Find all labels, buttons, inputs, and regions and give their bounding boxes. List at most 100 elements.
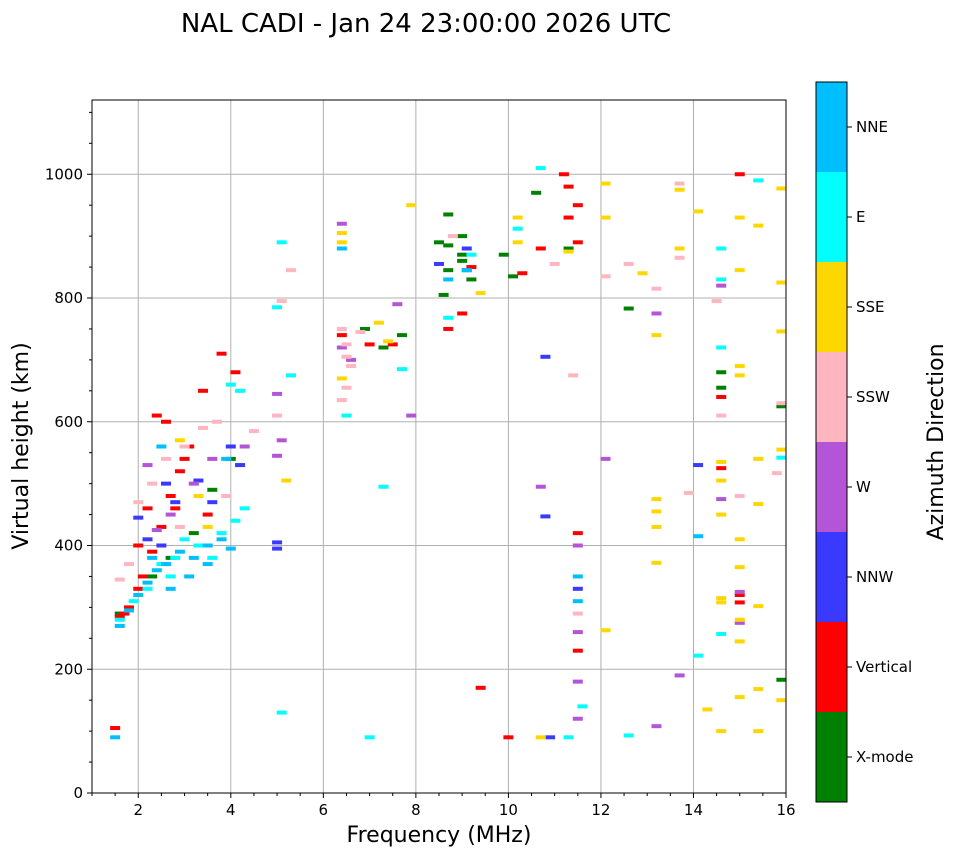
data-point-e [114,617,125,622]
data-point-sse [193,494,204,498]
y-axis-ticks: 0 200 400 600 800 1000 [45,111,92,802]
data-point-w [734,589,745,594]
data-point-vertical [216,351,227,356]
colorbar-segment [816,352,847,442]
data-point-vertical [133,586,144,591]
data-point-sse [716,729,727,734]
data-point-nnw [170,500,181,505]
data-point-w [535,484,546,489]
data-point-sse [651,524,662,529]
data-point-vertical [137,574,148,579]
data-point-vertical [161,419,172,424]
data-point-sse [563,249,574,254]
data-point-e [272,305,283,310]
data-point-vertical [387,342,398,347]
data-point-sse [651,497,662,502]
data-point-e [364,735,375,740]
data-point-sse [734,268,745,273]
data-point-nne [156,444,167,449]
data-point-e [716,345,727,350]
x-tick-label: 4 [226,801,236,819]
data-point-vertical [517,271,528,276]
data-point-sse [734,364,745,369]
data-point-ssw [600,274,611,279]
data-point-vertical [364,342,375,347]
data-point-vertical [165,494,176,498]
data-point-nne [225,546,236,551]
data-point-e [563,735,574,740]
data-point-ssw [336,398,347,403]
data-point-nne [133,593,144,597]
data-point-ssw [341,385,352,390]
data-point-ssw [776,401,787,406]
y-tick-label: 400 [54,537,83,555]
data-point-sse [674,246,685,251]
data-point-ssw [568,373,579,378]
data-point-w [272,453,283,458]
data-point-sse [651,560,662,565]
data-point-ssw [124,562,135,567]
data-point-e [623,733,634,738]
data-point-nne [114,623,125,628]
data-point-sse [512,215,523,220]
grid [92,100,787,794]
data-point-nne [188,555,199,560]
data-point-vertical [475,685,486,690]
data-point-ssw [447,234,458,239]
data-point-vertical [734,600,745,605]
colorbar-segment [816,712,847,802]
data-point-x-mode [776,677,787,682]
data-point-vertical [119,611,130,616]
data-point-nne [461,268,472,273]
data-point-x-mode [443,212,454,217]
data-point-w [572,543,583,548]
data-point-w [188,481,199,486]
data-point-sse [281,478,292,483]
data-point-vertical [142,506,153,511]
data-point-sse [600,628,611,633]
data-point-w [151,528,162,533]
data-point-sse [734,565,745,570]
data-point-e [716,277,727,282]
data-point-vertical [734,172,745,177]
colorbar-segment [816,172,847,262]
data-point-e [285,373,296,378]
data-point-e [276,240,287,245]
y-tick-label: 200 [54,660,83,678]
data-point-e [170,555,181,560]
data-point-w [716,283,727,288]
data-point-w [572,630,583,635]
data-point-vertical [734,593,745,597]
data-point-e [716,631,727,636]
data-point-ssw [336,326,347,331]
data-point-ssw [711,299,722,304]
data-point-e [378,484,389,489]
data-point-sse [716,600,727,605]
data-point-w [142,463,153,468]
data-point-e [128,599,139,604]
data-point-x-mode [438,292,449,297]
data-point-nnw [434,261,444,266]
data-point-x-mode [359,326,370,331]
y-tick-label: 0 [73,784,83,802]
data-point-ssw [674,255,685,260]
data-point-sse [702,707,713,712]
data-point-sse [600,215,611,220]
data-point-sse [383,339,394,344]
data-point-e [216,531,227,536]
data-point-vertical [572,648,583,653]
data-point-ssw [674,181,685,186]
data-point-e [193,543,204,548]
data-point-nnw [142,537,153,542]
data-point-x-mode [498,252,509,257]
colorbar-label: E [856,208,865,226]
data-point-sse [716,512,727,517]
data-point-vertical [563,215,574,220]
data-point-x-mode [378,345,389,350]
data-point-x-mode [531,190,542,195]
data-point-nne [336,246,347,251]
data-point-nnw [133,515,144,520]
data-point-ssw [683,490,694,495]
data-point-w [276,438,287,443]
